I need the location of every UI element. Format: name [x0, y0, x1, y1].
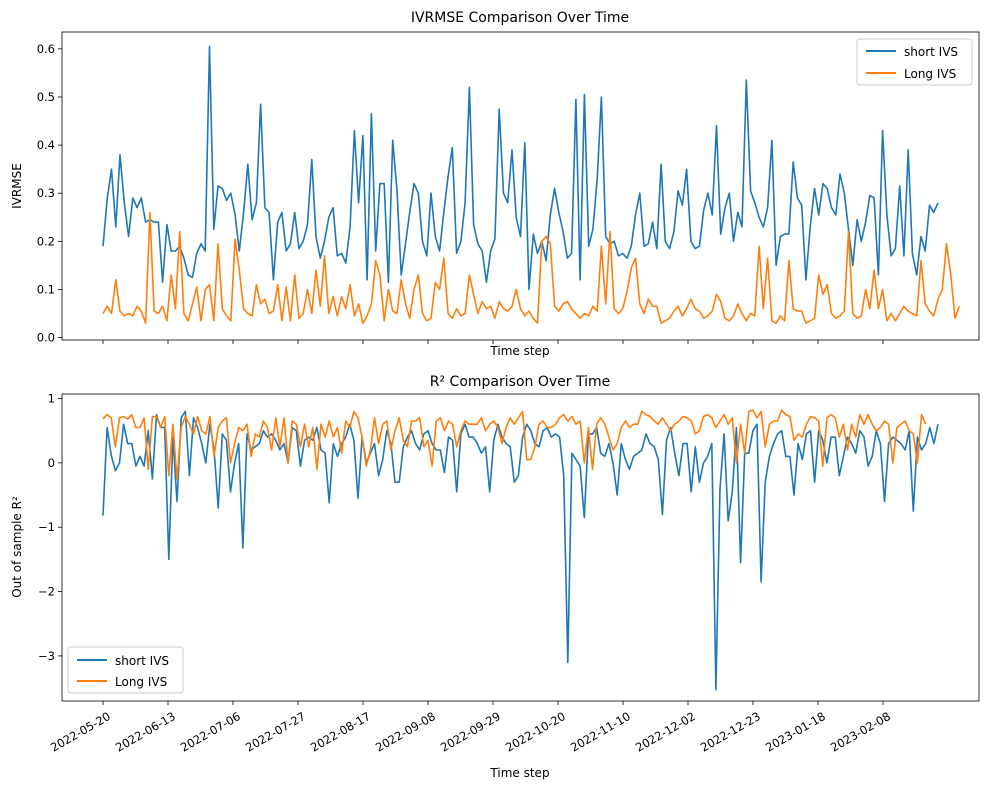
- r2-panel: R² Comparison Over Time −3 −2 −1 0 1 2022-05…: [10, 374, 980, 780]
- ivrmse-panel: IVRMSE Comparison Over Time 0.0 0.1 0.2 0.3…: [10, 10, 980, 358]
- series-line-long-ivs: [102, 409, 927, 480]
- x-tick-label: 2022-07-27: [243, 709, 308, 755]
- y-tick-label: −3: [38, 649, 55, 663]
- x-tick-label: 2022-09-08: [373, 709, 438, 755]
- x-tick-label: 2022-12-02: [633, 709, 698, 755]
- y-tick-label: −2: [38, 585, 55, 599]
- ivrmse-y-axis-label: IVRMSE: [10, 163, 24, 209]
- ivrmse-x-axis-label: Time step: [489, 344, 549, 358]
- x-tick-label: 2022-07-06: [178, 709, 243, 755]
- x-tick-label: 2022-12-23: [698, 709, 763, 755]
- x-tick-label: 2022-10-20: [503, 709, 568, 755]
- y-tick-label: 0.1: [37, 282, 55, 296]
- y-tick-label: 0.2: [37, 234, 55, 248]
- ivrmse-y-ticks: 0.0 0.1 0.2 0.3 0.4 0.5 0.6: [37, 42, 62, 345]
- x-tick-label: 2022-11-10: [568, 709, 633, 755]
- r2-x-axis-label: Time step: [489, 766, 549, 780]
- ivrmse-plot-frame: [61, 31, 980, 341]
- r2-x-ticks: 2022-05-20 2022-06-13 2022-07-06 2022-07-27…: [48, 701, 893, 755]
- r2-legend-label-short: short IVS: [115, 654, 169, 668]
- series-line-short-ivs: [102, 410, 939, 691]
- y-tick-label: 0.4: [37, 138, 55, 152]
- y-tick-label: 0: [48, 456, 55, 470]
- r2-legend: short IVS Long IVS: [67, 646, 184, 694]
- series-line-short-ivs: [102, 45, 939, 291]
- y-tick-label: 1: [48, 392, 55, 406]
- series-line-long-ivs: [102, 211, 961, 325]
- y-tick-label: 0.5: [37, 90, 55, 104]
- ivrmse-legend: short IVS Long IVS: [856, 38, 973, 86]
- x-tick-label: 2022-06-13: [113, 709, 178, 755]
- r2-legend-label-long: Long IVS: [115, 675, 167, 689]
- ivrmse-series-lines: [102, 45, 961, 325]
- r2-y-axis-label: Out of sample R²: [10, 496, 24, 598]
- x-tick-label: 2023-02-08: [828, 709, 893, 755]
- ivrmse-x-ticks: [102, 340, 884, 344]
- ivrmse-legend-label-long: Long IVS: [904, 67, 956, 81]
- r2-y-ticks: −3 −2 −1 0 1: [38, 392, 62, 663]
- y-tick-label: 0.3: [37, 186, 55, 200]
- y-tick-label: 0.6: [37, 42, 55, 56]
- r2-series-lines: [102, 409, 939, 691]
- ivrmse-chart-title: IVRMSE Comparison Over Time: [411, 10, 629, 26]
- x-tick-label: 2023-01-18: [763, 709, 828, 755]
- x-tick-label: 2022-05-20: [48, 709, 113, 755]
- r2-chart-title: R² Comparison Over Time: [430, 374, 610, 390]
- ivrmse-legend-label-short: short IVS: [904, 45, 958, 59]
- y-tick-label: −1: [38, 520, 55, 534]
- x-tick-label: 2022-09-29: [438, 709, 503, 755]
- y-tick-label: 0.0: [37, 331, 55, 345]
- x-tick-label: 2022-08-17: [308, 709, 373, 755]
- r2-plot-frame: [61, 393, 980, 702]
